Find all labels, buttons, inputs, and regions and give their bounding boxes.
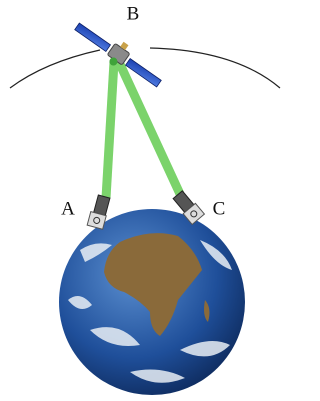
orbit-arc (10, 50, 100, 88)
orbit-arc (150, 48, 280, 88)
node-label: A (61, 198, 75, 219)
node-label: C (213, 198, 226, 219)
earth (59, 209, 245, 395)
beam (106, 62, 114, 198)
diagram: B A C (0, 0, 287, 401)
node-label: B (127, 3, 140, 24)
